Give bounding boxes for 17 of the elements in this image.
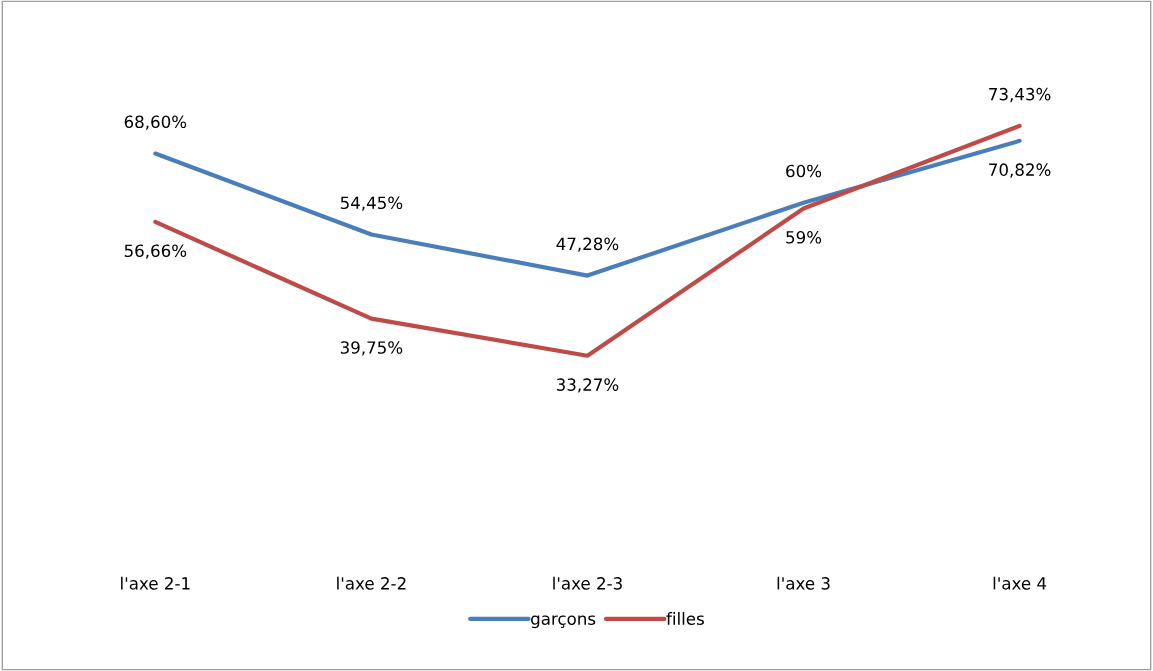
data-label: 73,43% xyxy=(989,87,1051,103)
data-label: 39,75% xyxy=(340,341,403,356)
data-label: 68,60% xyxy=(124,115,187,130)
legend-label: filles xyxy=(666,612,704,625)
x-tick-label: l'axe 2-3 xyxy=(553,576,622,590)
data-label: 59% xyxy=(786,231,822,244)
legend-label: garçons xyxy=(531,615,596,629)
data-label: 56,66% xyxy=(124,244,187,259)
x-tick-label: l'axe 2-2 xyxy=(337,576,406,590)
data-label: 70,82% xyxy=(989,163,1051,178)
x-tick-label: l'axe 2-1 xyxy=(121,576,190,590)
x-tick-label: l'axe 3 xyxy=(777,576,830,590)
data-label: 54,45% xyxy=(340,196,403,211)
x-tick-label: l'axe 4 xyxy=(993,576,1047,590)
data-label: 33,27% xyxy=(556,378,619,393)
data-label: 47,28% xyxy=(556,237,619,252)
data-label: 60% xyxy=(786,164,822,178)
